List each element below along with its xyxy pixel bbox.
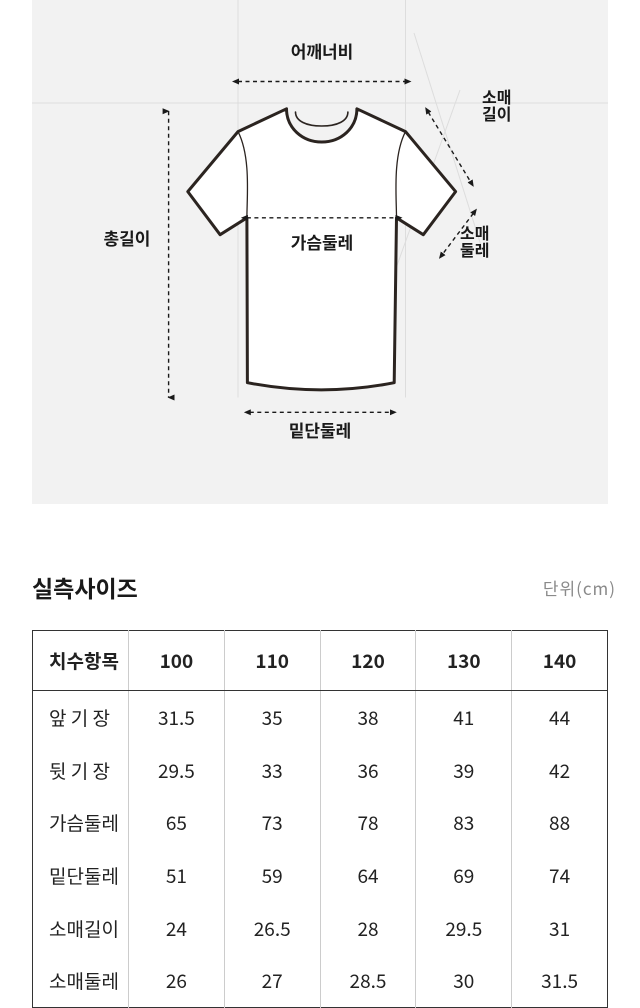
svg-text:가슴둘레: 가슴둘레 <box>291 229 354 254</box>
svg-text:밑단둘레: 밑단둘레 <box>289 417 352 442</box>
svg-text:어깨너비: 어깨너비 <box>291 38 354 63</box>
svg-text:둘레: 둘레 <box>460 237 489 261</box>
svg-text:총길이: 총길이 <box>104 225 151 250</box>
svg-text:길이: 길이 <box>482 101 511 125</box>
